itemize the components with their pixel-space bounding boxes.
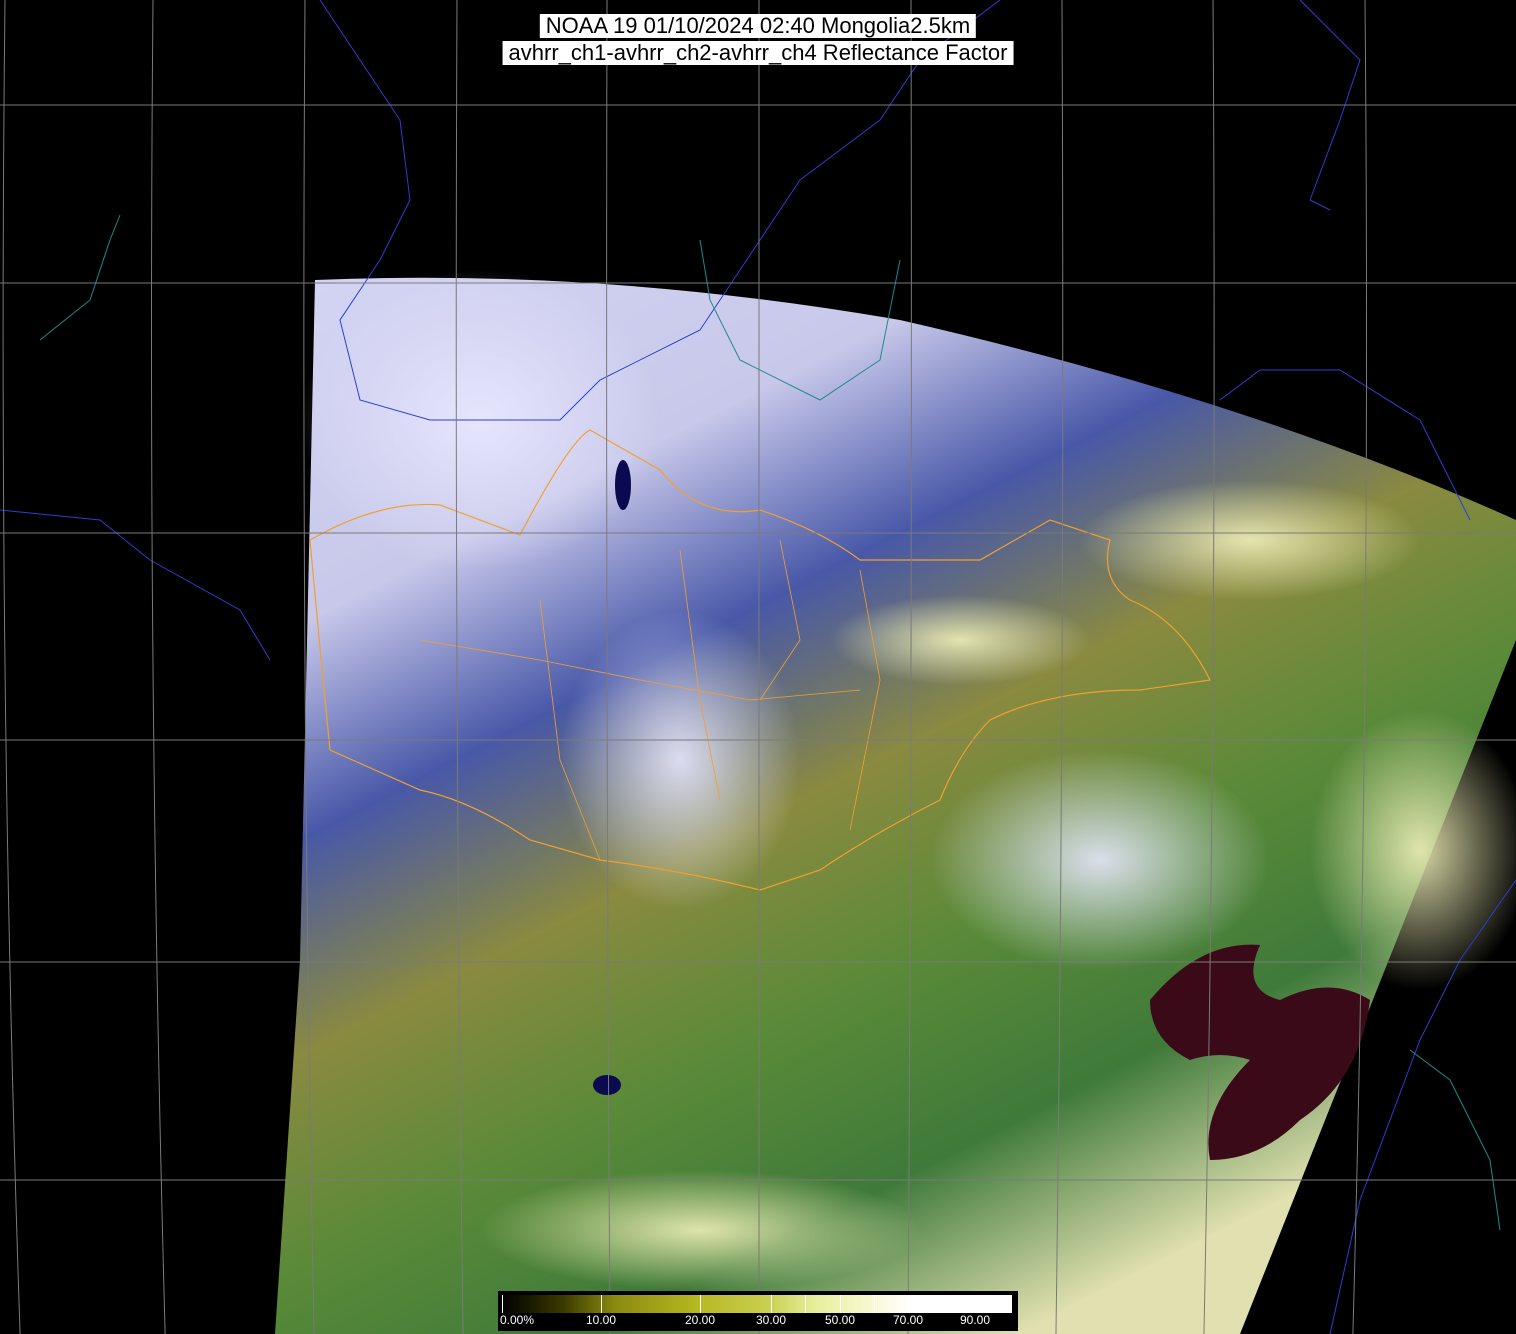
- lake: [593, 1075, 621, 1095]
- meridian-line: [455, 0, 464, 1334]
- sea-area: [1150, 944, 1370, 1160]
- meridian-line: [1203, 0, 1215, 1334]
- colorbar-tick: [771, 1295, 772, 1313]
- colorbar-tick: [700, 1295, 701, 1313]
- colorbar-tick: [874, 1295, 875, 1313]
- cloud-area: [930, 750, 1270, 970]
- river: [39, 214, 1501, 1231]
- colorbar-gradient: [502, 1295, 1012, 1313]
- lake: [615, 460, 631, 510]
- map-title-line1: NOAA 19 01/10/2024 02:40 Mongolia2.5km: [539, 14, 977, 38]
- colorbar-label: 50.00: [825, 1313, 856, 1327]
- cloud-area: [1080, 480, 1420, 600]
- meridian-line: [2, 0, 21, 1334]
- cloud-area: [480, 1170, 920, 1290]
- colorbar-tick: [601, 1295, 602, 1313]
- colorbar-label: 30.00: [756, 1313, 787, 1327]
- meridian-line: [907, 0, 912, 1334]
- cloud-area: [560, 610, 800, 910]
- colorbar-label: 90.00: [960, 1313, 991, 1327]
- map-title-line2: avhrr_ch1-avhrr_ch2-avhrr_ch4 Reflectanc…: [502, 41, 1014, 65]
- colorbar-tick: [805, 1295, 806, 1313]
- colorbar-tick: [840, 1295, 841, 1313]
- colorbar-tick: [942, 1295, 943, 1313]
- meridian-line: [606, 0, 611, 1334]
- colorbar-label: 70.00: [893, 1313, 924, 1327]
- colorbar-tick: [1010, 1295, 1011, 1313]
- cloud-area: [830, 595, 1090, 685]
- colorbar-tick: [975, 1295, 976, 1313]
- meridian-line: [150, 0, 166, 1334]
- meridian-line: [1352, 0, 1368, 1334]
- meridian-line: [303, 0, 315, 1334]
- admin-borders: [419, 539, 881, 861]
- colorbar-label: 0.00%: [500, 1313, 535, 1327]
- meridian-line: [1055, 0, 1064, 1334]
- colorbar-legend: 0.00% 10.00 20.00 30.00 50.00 70.00 90.00: [498, 1291, 1018, 1331]
- colorbar-tick: [908, 1295, 909, 1313]
- country-border: [309, 429, 1211, 891]
- colorbar-label: 20.00: [685, 1313, 716, 1327]
- colorbar-label: 10.00: [586, 1313, 617, 1327]
- colorbar-tick: [502, 1295, 503, 1313]
